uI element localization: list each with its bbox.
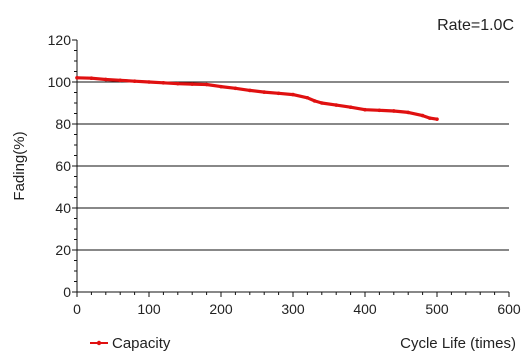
data-point <box>104 78 108 82</box>
legend-marker <box>97 341 101 345</box>
data-point <box>291 93 295 97</box>
y-tick-label-0: 0 <box>63 284 71 300</box>
x-tick-label-0: 0 <box>73 301 81 317</box>
data-point <box>320 101 324 105</box>
data-point <box>190 82 194 86</box>
tick-labels: 0 20 40 60 80 100 120 0 100 200 300 400 500 600 <box>48 32 521 317</box>
data-point <box>90 76 94 80</box>
y-tick-label-20: 20 <box>55 242 71 258</box>
data-point <box>162 81 166 85</box>
data-point <box>234 87 238 91</box>
x-tick-label-400: 400 <box>353 301 377 317</box>
y-tick-label-100: 100 <box>48 74 72 90</box>
x-tick-label-100: 100 <box>137 301 161 317</box>
x-tick-label-500: 500 <box>425 301 449 317</box>
data-point <box>306 96 310 100</box>
data-point <box>262 90 266 94</box>
data-point <box>378 109 382 113</box>
legend: Capacity <box>90 335 171 352</box>
data-point <box>428 116 432 120</box>
data-point <box>205 83 209 87</box>
data-point <box>392 109 396 113</box>
axes <box>72 40 509 297</box>
series-layer <box>75 76 439 121</box>
y-tick-label-60: 60 <box>55 158 71 174</box>
data-point <box>334 103 338 107</box>
data-point <box>118 79 122 83</box>
gridlines <box>77 82 509 250</box>
data-point <box>75 76 79 80</box>
data-point <box>313 99 317 103</box>
data-point <box>277 92 281 96</box>
x-axis-label: Cycle Life (times) <box>400 335 516 352</box>
x-tick-label-200: 200 <box>209 301 233 317</box>
rate-label: Rate=1.0C <box>437 17 514 34</box>
data-point <box>421 114 425 118</box>
data-point <box>349 105 353 109</box>
data-point <box>147 80 151 84</box>
legend-label-capacity: Capacity <box>112 335 171 352</box>
data-point <box>219 85 223 89</box>
series-line-capacity <box>77 78 437 119</box>
y-tick-label-80: 80 <box>55 116 71 132</box>
data-point <box>406 111 410 115</box>
data-point <box>176 82 180 86</box>
data-point <box>435 117 439 121</box>
y-tick-label-120: 120 <box>48 32 72 48</box>
y-axis-label: Fading(%) <box>11 131 28 200</box>
x-tick-label-600: 600 <box>497 301 521 317</box>
data-point <box>363 108 367 112</box>
y-tick-label-40: 40 <box>55 200 71 216</box>
x-tick-label-300: 300 <box>281 301 305 317</box>
data-point <box>133 79 137 83</box>
data-point <box>248 89 252 93</box>
